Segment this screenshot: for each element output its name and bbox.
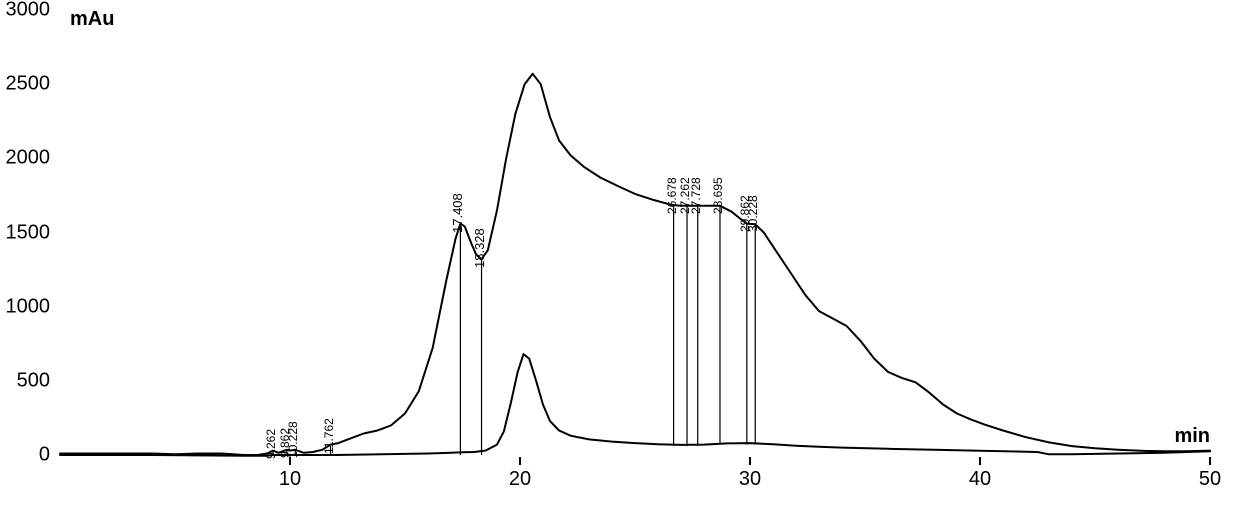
x-tick-label: 20: [509, 468, 531, 491]
x-tick-label: 10: [279, 468, 301, 491]
y-tick-label: 1000: [0, 295, 50, 318]
x-tick-label: 30: [739, 468, 761, 491]
peak-label: 28.695: [712, 177, 724, 214]
x-axis-unit: min: [1174, 425, 1210, 448]
peak-label: 9.262: [265, 429, 277, 459]
y-tick-label: 2000: [0, 147, 50, 170]
x-tick-label: 50: [1199, 468, 1221, 491]
y-tick-label: 3000: [0, 0, 50, 22]
peak-label: 30.228: [747, 195, 759, 232]
peak-label: 27.728: [690, 177, 702, 214]
peak-label: 11.762: [323, 418, 335, 454]
y-tick-label: 500: [0, 369, 50, 392]
y-axis-unit: mAu: [70, 8, 114, 31]
peak-label: 18.328: [473, 228, 486, 268]
peak-label: 17.408: [451, 193, 464, 233]
chromatogram-chart: mAu min 0 500 1000 1500 2000 2500 3000 10 20 30 40…: [0, 0, 1240, 518]
peak-label: 26.678: [666, 177, 678, 214]
x-tick-label: 40: [969, 468, 991, 491]
y-tick-label: 2500: [0, 73, 50, 96]
y-tick-label: 1500: [0, 221, 50, 244]
peak-label: 10.228: [287, 421, 299, 458]
y-tick-label: 0: [0, 444, 50, 467]
plot-svg: [0, 0, 1240, 518]
